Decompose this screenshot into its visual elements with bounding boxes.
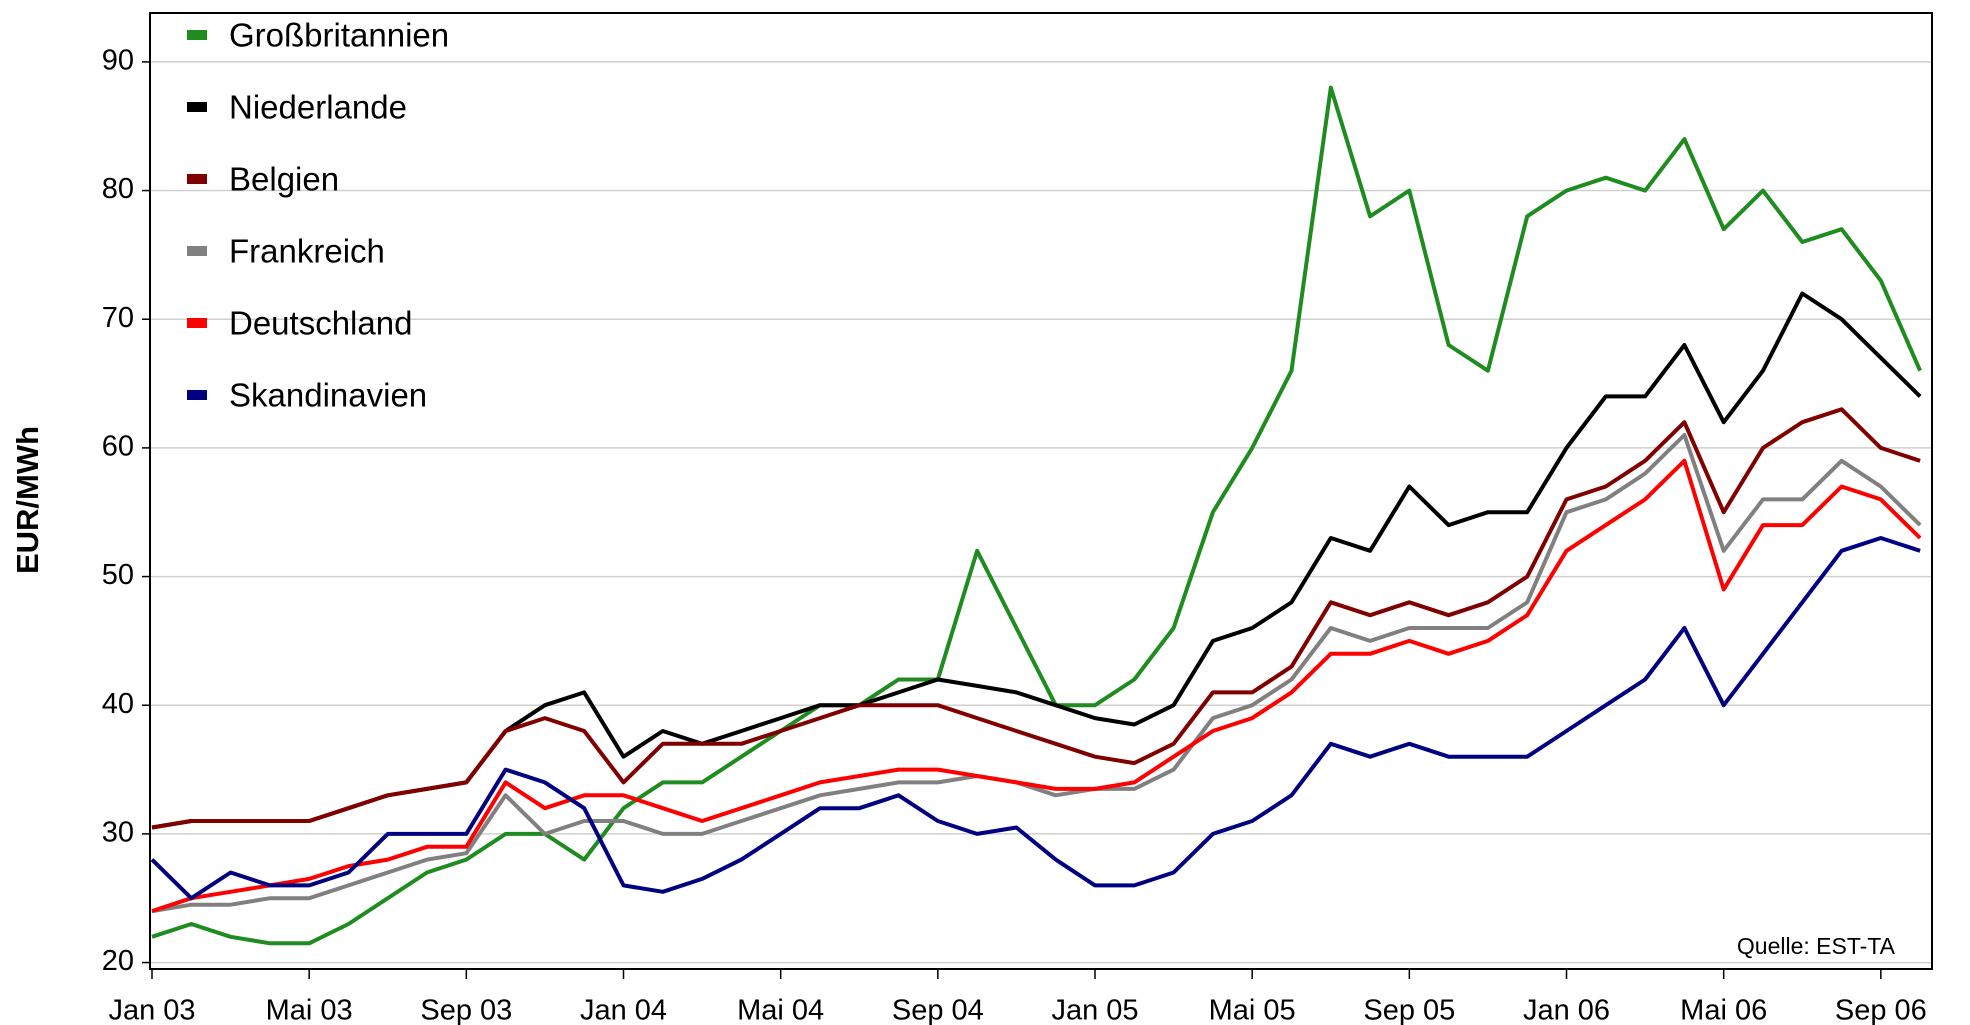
y-tick-label: 60 bbox=[102, 431, 134, 463]
legend-label: Frankreich bbox=[229, 233, 385, 270]
series-line bbox=[151, 458, 1922, 914]
y-tick-label: 30 bbox=[102, 817, 134, 849]
y-tick-label: 50 bbox=[102, 559, 134, 591]
y-tick-label: 40 bbox=[102, 688, 134, 720]
legend-label: Großbritannien bbox=[229, 17, 449, 54]
legend-label: Skandinavien bbox=[229, 377, 427, 414]
x-tick-label: Mai 03 bbox=[266, 995, 353, 1025]
x-tick-label: Sep 06 bbox=[1835, 995, 1927, 1025]
legend-swatch bbox=[187, 102, 207, 112]
legend-swatch bbox=[187, 318, 207, 328]
x-tick-label: Sep 05 bbox=[1363, 995, 1455, 1025]
x-tick-label: Jan 04 bbox=[580, 995, 667, 1025]
series-line bbox=[151, 85, 1922, 946]
plot-frame bbox=[149, 12, 1933, 970]
x-tick-label: Jan 06 bbox=[1523, 995, 1610, 1025]
x-tick-label: Mai 05 bbox=[1209, 995, 1296, 1025]
y-tick-label: 90 bbox=[102, 45, 134, 77]
x-tick-label: Mai 04 bbox=[737, 995, 824, 1025]
legend-swatch bbox=[187, 30, 207, 40]
series-line bbox=[151, 291, 1922, 830]
series-line bbox=[151, 407, 1921, 830]
y-axis-label: EUR/MWh bbox=[10, 426, 45, 574]
annotation: Quelle: EST-TA bbox=[1737, 933, 1896, 959]
series-line bbox=[151, 433, 1922, 914]
y-tick-label: 70 bbox=[102, 302, 134, 334]
legend-swatch bbox=[187, 174, 207, 184]
legend-label: Niederlande bbox=[229, 89, 407, 126]
series-line bbox=[150, 536, 1921, 901]
y-tick-label: 80 bbox=[102, 173, 134, 205]
x-tick-label: Sep 03 bbox=[420, 995, 512, 1025]
legend-swatch bbox=[187, 246, 207, 256]
x-tick-label: Sep 04 bbox=[892, 995, 984, 1025]
x-tick-label: Jan 05 bbox=[1051, 995, 1138, 1025]
legend-label: Deutschland bbox=[229, 305, 412, 342]
x-tick-label: Mai 06 bbox=[1680, 995, 1767, 1025]
x-tick-label: Jan 03 bbox=[108, 995, 195, 1025]
legend-label: Belgien bbox=[229, 161, 339, 198]
legend-swatch bbox=[187, 390, 207, 400]
y-tick-label: 20 bbox=[102, 945, 134, 977]
